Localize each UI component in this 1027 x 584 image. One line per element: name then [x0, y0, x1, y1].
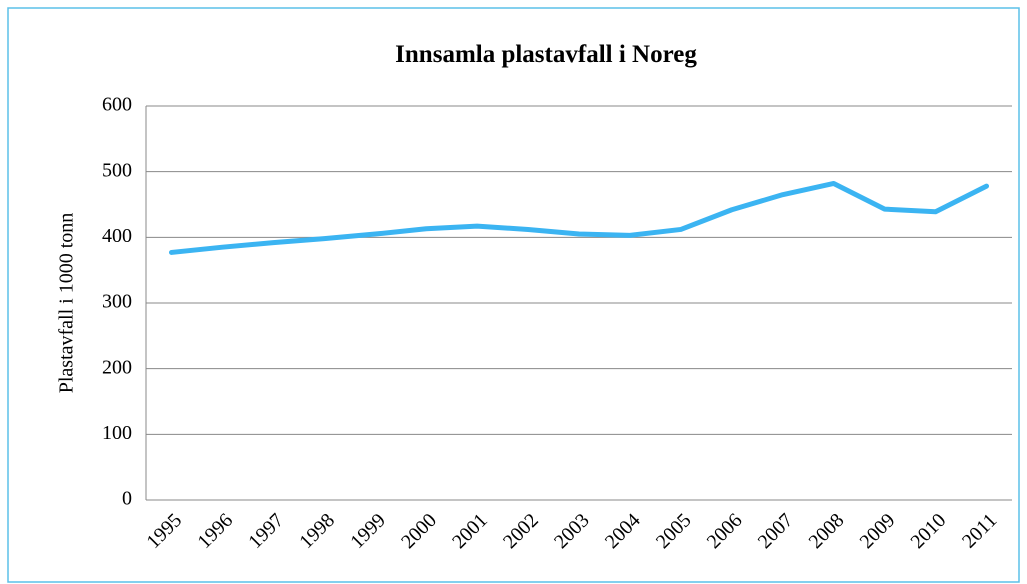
y-tick-label: 500	[102, 159, 132, 181]
y-tick-label: 400	[102, 225, 132, 247]
y-tick-label: 600	[102, 94, 132, 116]
y-tick-label: 0	[122, 488, 132, 510]
y-axis-label: Plastavfall i 1000 tonn	[56, 213, 78, 394]
y-tick-label: 100	[102, 422, 132, 444]
line	[168, 180, 990, 255]
chart-frame	[7, 7, 1020, 583]
y-tick-label: 200	[102, 356, 132, 378]
chart-title: Innsamla plastavfall i Noreg	[395, 41, 697, 68]
y-tick-label: 300	[102, 291, 132, 313]
